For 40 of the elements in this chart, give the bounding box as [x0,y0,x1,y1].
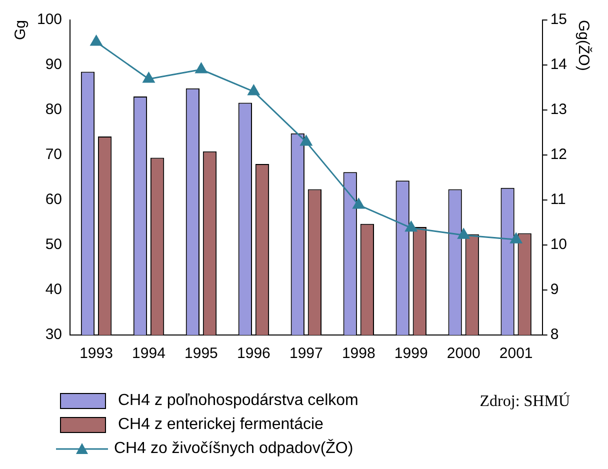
y2-tick-label: 8 [550,326,559,344]
point [510,232,522,244]
point [248,84,260,96]
y2-tick-label: 13 [550,101,568,118]
x-tick-label: 2001 [499,345,533,362]
y-tick-label: 30 [45,326,62,344]
y2-axis-title: Gg(ŽO) [574,20,593,71]
y-tick-label: 80 [45,101,62,118]
x-tick-label: 1997 [289,345,323,362]
legend-label: CH4 z poľnohospodárstva celkom [118,392,358,410]
point [352,198,365,209]
y-tick-label: 40 [45,281,62,298]
y-axis-title: Gg [12,20,30,40]
legend-label: CH4 zo živočíšnych odpadov(ŽO) [114,440,354,458]
y-tick-label: 70 [45,146,62,164]
point [458,228,470,239]
x-tick-label: 1994 [132,345,166,362]
point [195,62,208,74]
y-tick-label: 60 [45,191,62,208]
y-tick-label: 90 [45,56,62,74]
y2-tick-label: 15 [550,11,568,28]
y-tick-label: 100 [36,11,62,28]
x-tick-label: 1998 [342,345,376,362]
y2-tick-label: 10 [550,236,568,254]
legend-label: CH4 z enterickej fermentácie [118,416,324,434]
text: Zdroj: SHMÚ [480,393,570,411]
y-tick-label: 50 [45,236,62,254]
x-tick-label: 1993 [80,345,113,362]
point [142,72,155,83]
x-tick-label: 1999 [394,345,428,362]
y2-tick-label: 9 [550,281,559,298]
y2-tick-label: 11 [550,191,566,208]
x-tick-label: 1996 [237,345,270,362]
x-tick-label: 1995 [184,345,218,362]
x-tick-label: 2000 [446,345,480,362]
point [300,135,312,146]
point [90,35,102,46]
y2-tick-label: 14 [550,56,568,74]
point [405,221,418,232]
y2-tick-label: 12 [550,146,568,164]
